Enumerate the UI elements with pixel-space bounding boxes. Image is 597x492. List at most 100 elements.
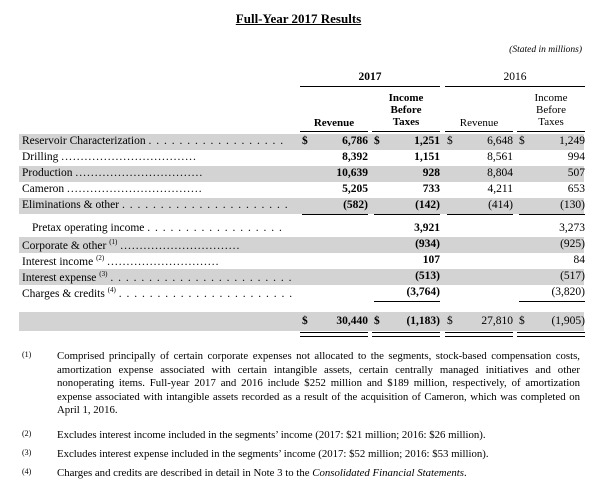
table-row: Interest income (2) ....................… <box>0 253 597 269</box>
total-double-rule <box>517 332 585 337</box>
total-rev16: 27,810 <box>481 315 513 327</box>
table-row: Pretax operating income . . . . . . . . … <box>0 221 597 237</box>
income-header-line2: Before <box>536 104 566 116</box>
row-label: Pretax operating income . . . . . . . . … <box>32 222 307 234</box>
row-label: Eliminations & other . . . . . . . . . .… <box>22 199 297 211</box>
units-note: (Stated in millions) <box>509 45 582 55</box>
revenue-2017-header: Revenue <box>313 117 355 129</box>
row-label: Reservoir Characterization . . . . . . .… <box>22 135 297 147</box>
footnote-text: Excludes interest income included in the… <box>57 429 486 441</box>
income-header-line3: Taxes <box>538 116 564 128</box>
row-shading <box>19 134 584 150</box>
row-shading <box>19 312 584 331</box>
cell-inc16: (3,820) <box>551 286 585 298</box>
cell-rev16: (414) <box>488 199 513 211</box>
footnote-ref: (1) <box>109 238 118 246</box>
table-row: Production .............................… <box>0 166 597 182</box>
leader-dots: ................................. <box>75 167 204 179</box>
subtotal-rule <box>374 301 440 302</box>
row-label-text: Corporate & other <box>22 239 107 252</box>
column-rule <box>517 131 585 132</box>
cell-inc17: 3,921 <box>414 222 440 234</box>
cell-inc16: 994 <box>567 151 585 163</box>
total-inc16: (1,905) <box>551 315 585 327</box>
subtotal-rule <box>302 214 368 215</box>
cell-inc16: 507 <box>567 167 585 179</box>
leader-dots: . . . . . . . . . . . . . . . . . . <box>147 222 283 234</box>
currency-symbol: $ <box>447 315 453 327</box>
footnote-number: (3) <box>22 448 32 457</box>
footnote-ref: (3) <box>99 270 108 278</box>
cell-inc16: 653 <box>567 183 585 195</box>
row-label-text: Cameron <box>22 183 65 195</box>
cell-rev17: 8,392 <box>342 151 368 163</box>
cell-rev16: 8,561 <box>487 151 513 163</box>
row-label: Corporate & other (1) ..................… <box>22 238 297 252</box>
income-2017-header: Income Before Taxes <box>372 92 440 128</box>
row-label: Drilling ...............................… <box>22 151 297 163</box>
cell-rev17: 5,205 <box>342 183 368 195</box>
footnote-text-italic: Consolidated Financial Statements <box>312 467 464 479</box>
currency-symbol: $ <box>519 135 525 147</box>
row-label-text: Interest expense <box>22 271 97 284</box>
row-shading <box>19 237 584 253</box>
leader-dots: ............................. <box>107 255 220 268</box>
income-header-line3: Taxes <box>392 116 420 128</box>
cell-inc16: (130) <box>560 199 585 211</box>
cell-rev17: (582) <box>343 199 368 211</box>
footnote-ref: (2) <box>96 254 105 262</box>
leader-dots: ............................... <box>120 239 241 252</box>
footnote-number: (4) <box>22 467 32 476</box>
cell-rev16: 6,648 <box>487 135 513 147</box>
year-2016-rule <box>445 86 585 87</box>
subtotal-rule <box>519 214 585 215</box>
row-label: Cameron ................................… <box>22 183 297 195</box>
footnote-text: Comprised principally of certain corpora… <box>57 350 580 417</box>
cell-rev16: 4,211 <box>487 183 513 195</box>
currency-symbol: $ <box>374 315 380 327</box>
cell-inc17: 928 <box>422 167 440 179</box>
total-row: $30,440 $ (1,183) $27,810 $ (1,905) <box>0 312 597 331</box>
currency-symbol: $ <box>519 315 525 327</box>
footnote-number: (1) <box>22 350 32 359</box>
cell-inc16: (517) <box>560 270 585 282</box>
row-label: Interest expense (3) . . . . . . . . . .… <box>22 270 297 284</box>
cell-inc17: (142) <box>415 199 440 211</box>
row-label: Production .............................… <box>22 167 297 179</box>
income-2016-header: Income Before Taxes <box>517 92 585 128</box>
row-shading <box>19 198 584 214</box>
row-label-text: Pretax operating income <box>32 222 145 234</box>
cell-inc17: (3,764) <box>406 286 440 298</box>
year-2016-header: 2016 <box>503 71 527 83</box>
currency-symbol: $ <box>374 135 380 147</box>
row-label: Interest income (2) ....................… <box>22 254 297 268</box>
footnote-text-pre: Charges and credits are described in det… <box>57 467 313 479</box>
column-rule <box>300 131 368 132</box>
cell-inc16: 84 <box>573 254 586 266</box>
currency-symbol: $ <box>302 135 308 147</box>
subtotal-rule <box>374 214 440 215</box>
table-row: Cameron ................................… <box>0 182 597 198</box>
row-label-text: Reservoir Characterization <box>22 135 146 147</box>
year-2017-rule <box>300 86 440 87</box>
currency-symbol: $ <box>302 315 308 327</box>
cell-inc17: (513) <box>415 270 440 282</box>
subtotal-rule <box>447 214 513 215</box>
leader-dots: ................................... <box>67 183 203 195</box>
cell-inc17: 107 <box>422 254 440 266</box>
row-label-text: Eliminations & other <box>22 199 120 211</box>
footnote-ref: (4) <box>107 286 116 294</box>
cell-inc17: 733 <box>422 183 440 195</box>
table-row: Drilling ...............................… <box>0 150 597 166</box>
year-2017-header: 2017 <box>358 71 382 83</box>
table-row: Reservoir Characterization . . . . . . .… <box>0 134 597 150</box>
cell-inc16: 3,273 <box>559 222 585 234</box>
income-header-line1: Income <box>534 92 568 104</box>
cell-rev17: 6,786 <box>342 135 368 147</box>
currency-symbol: $ <box>447 135 453 147</box>
total-double-rule <box>300 332 368 337</box>
total-inc17: (1,183) <box>406 315 440 327</box>
income-header-line2: Before <box>390 104 422 116</box>
leader-dots: . . . . . . . . . . . . . . . . . . . . … <box>118 287 297 300</box>
total-double-rule <box>372 332 440 337</box>
